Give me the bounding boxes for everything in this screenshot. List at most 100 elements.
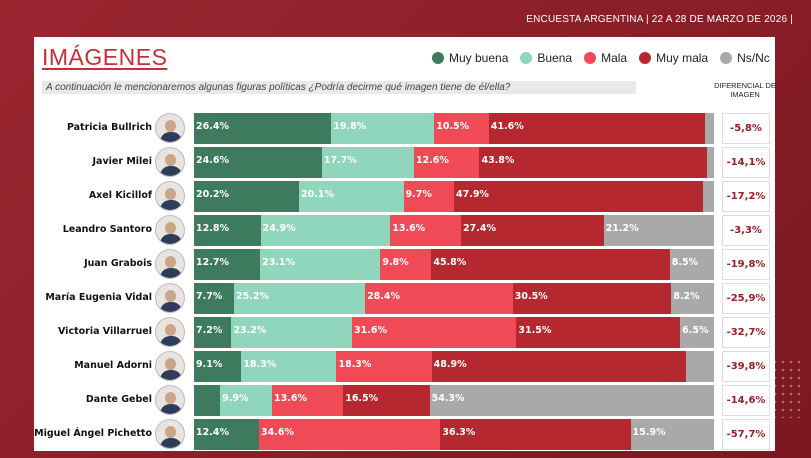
avatar bbox=[155, 283, 185, 313]
data-label: 7.2% bbox=[196, 325, 223, 336]
bar-segment: 43.8% bbox=[479, 147, 708, 178]
avatar bbox=[155, 351, 185, 381]
data-label: 24.6% bbox=[196, 155, 229, 166]
category-label: Miguel Ángel Pichetto bbox=[34, 428, 152, 439]
data-label: 16.5% bbox=[345, 393, 379, 404]
chart-row: Javier Milei 24.6% 17.7% 12.6% 43.8% -14,1% bbox=[34, 147, 775, 178]
data-label: 41.6% bbox=[490, 121, 524, 132]
data-label: 9.9% bbox=[222, 393, 249, 404]
data-label: 36.3% bbox=[442, 427, 476, 438]
page-title: IMÁGENES bbox=[42, 44, 168, 70]
data-label: 12.7% bbox=[196, 257, 229, 268]
data-label: 31.6% bbox=[354, 325, 388, 336]
stacked-bar: 12.8% 24.9% 13.6% 27.4% 21.2% bbox=[194, 215, 714, 246]
data-label: 8.5% bbox=[671, 257, 699, 268]
category-label: María Eugenia Vidal bbox=[45, 292, 152, 303]
diferencial-value: -5,8% bbox=[722, 113, 770, 144]
stacked-bar: 9.9% 13.6% 16.5% 54.3% bbox=[194, 385, 714, 416]
data-label: 43.8% bbox=[481, 155, 515, 166]
diferencial-value: -25,9% bbox=[722, 283, 770, 314]
legend-swatch bbox=[520, 52, 533, 64]
bar-segment: 12.7% bbox=[194, 249, 261, 280]
legend-item: Ns/Nc bbox=[720, 51, 770, 65]
chart-panel: IMÁGENES Muy buena Buena Mala Muy mala Ns/Nc… bbox=[34, 37, 776, 451]
avatar bbox=[155, 181, 185, 211]
data-label: 48.9% bbox=[433, 359, 467, 370]
bar-segment: 20.1% bbox=[299, 181, 404, 212]
chart-row: Victoria Villarruel 7.2% 23.2% 31.6% 31.5% 6.… bbox=[34, 317, 775, 348]
bar-segment: 24.9% bbox=[260, 215, 391, 246]
chart-row: Patricia Bullrich 26.4% 19.8% 10.5% 41.6% -5,… bbox=[34, 113, 775, 144]
category-label: Javier Milei bbox=[92, 156, 153, 167]
diferencial-value: -32,7% bbox=[722, 317, 770, 348]
stacked-bar: 26.4% 19.8% 10.5% 41.6% bbox=[194, 113, 714, 144]
bar-segment bbox=[705, 113, 714, 144]
legend-item: Mala bbox=[584, 51, 627, 65]
bar-segment: 41.6% bbox=[488, 113, 706, 144]
bar-segment: 7.2% bbox=[194, 317, 232, 348]
bar-segment: 31.6% bbox=[352, 317, 517, 348]
data-label: 12.8% bbox=[196, 223, 229, 234]
category-label: Leandro Santoro bbox=[62, 224, 152, 235]
stacked-bar: 12.4% 34.6% 36.3% 15.9% bbox=[194, 419, 714, 450]
legend-label: Muy mala bbox=[656, 51, 709, 65]
bar-segment bbox=[685, 351, 714, 382]
bar-segment: 20.2% bbox=[194, 181, 300, 212]
bar-segment bbox=[703, 181, 714, 212]
bar-segment: 16.5% bbox=[343, 385, 430, 416]
diferencial-value: -19,8% bbox=[722, 249, 770, 280]
chart-row: Miguel Ángel Pichetto 12.4% 34.6% 36.3% 15.9… bbox=[34, 419, 775, 450]
data-label: 30.5% bbox=[514, 291, 548, 302]
bar-segment: 13.6% bbox=[272, 385, 344, 416]
bar-segment: 30.5% bbox=[512, 283, 672, 314]
avatar bbox=[155, 215, 185, 245]
bar-segment: 12.4% bbox=[194, 419, 259, 450]
survey-header: ENCUESTA ARGENTINA | 22 A 28 DE MARZO DE… bbox=[526, 14, 793, 25]
diferencial-value: -57,7% bbox=[722, 419, 770, 450]
chart-row: Juan Grabois 12.7% 23.1% 9.8% 45.8% 8.5% -19,8… bbox=[34, 249, 775, 280]
bar-segment: 6.5% bbox=[680, 317, 714, 348]
bar-segment: 25.2% bbox=[234, 283, 366, 314]
category-label: Dante Gebel bbox=[85, 394, 152, 405]
data-label: 47.9% bbox=[455, 189, 489, 200]
bar-segment: 12.8% bbox=[194, 215, 261, 246]
diferencial-value: -14,6% bbox=[722, 385, 770, 416]
question-subtitle: A continuación le mencionaremos algunas … bbox=[42, 81, 636, 94]
bar-segment: 9.9% bbox=[220, 385, 272, 416]
legend-swatch bbox=[584, 52, 597, 64]
bar-segment: 21.2% bbox=[603, 215, 714, 246]
data-label: 18.3% bbox=[338, 359, 372, 370]
bar-segment: 18.3% bbox=[336, 351, 432, 382]
avatar bbox=[155, 147, 185, 177]
avatar bbox=[155, 113, 185, 143]
data-label: 7.7% bbox=[196, 291, 223, 302]
bar-segment: 47.9% bbox=[453, 181, 704, 212]
stacked-bar: 9.1% 18.3% 18.3% 48.9% bbox=[194, 351, 714, 382]
legend-label: Mala bbox=[601, 51, 628, 65]
data-label: 18.3% bbox=[243, 359, 277, 370]
data-label: 54.3% bbox=[431, 393, 465, 404]
bar-segment: 23.1% bbox=[260, 249, 381, 280]
bar-segment: 13.6% bbox=[390, 215, 462, 246]
legend-swatch bbox=[720, 52, 733, 64]
diff-header: DIFERENCIAL DE IMAGEN bbox=[714, 81, 776, 99]
data-label: 20.1% bbox=[301, 189, 334, 200]
chart-row: Leandro Santoro 12.8% 24.9% 13.6% 27.4% 21.2%… bbox=[34, 215, 775, 246]
category-label: Axel Kicillof bbox=[88, 190, 152, 201]
bar-segment: 28.4% bbox=[365, 283, 513, 314]
stacked-bar: 7.7% 25.2% 28.4% 30.5% 8.2% bbox=[194, 283, 714, 314]
legend-label: Muy buena bbox=[449, 51, 509, 65]
bar-segment: 10.5% bbox=[434, 113, 489, 144]
bar-segment: 23.2% bbox=[231, 317, 353, 348]
data-label: 8.2% bbox=[673, 291, 700, 302]
legend-label: Ns/Nc bbox=[737, 51, 770, 65]
bar-segment: 54.3% bbox=[429, 385, 714, 416]
diferencial-value: -14,1% bbox=[722, 147, 770, 178]
legend-label: Buena bbox=[537, 51, 573, 65]
bar-segment: 17.7% bbox=[321, 147, 414, 178]
legend-item: Muy buena bbox=[432, 51, 508, 65]
data-label: 23.1% bbox=[262, 257, 296, 268]
bar-segment: 48.9% bbox=[431, 351, 686, 382]
data-label: 27.4% bbox=[463, 223, 496, 234]
chart-row: Axel Kicillof 20.2% 20.1% 9.7% 47.9% -17,2% bbox=[34, 181, 775, 212]
